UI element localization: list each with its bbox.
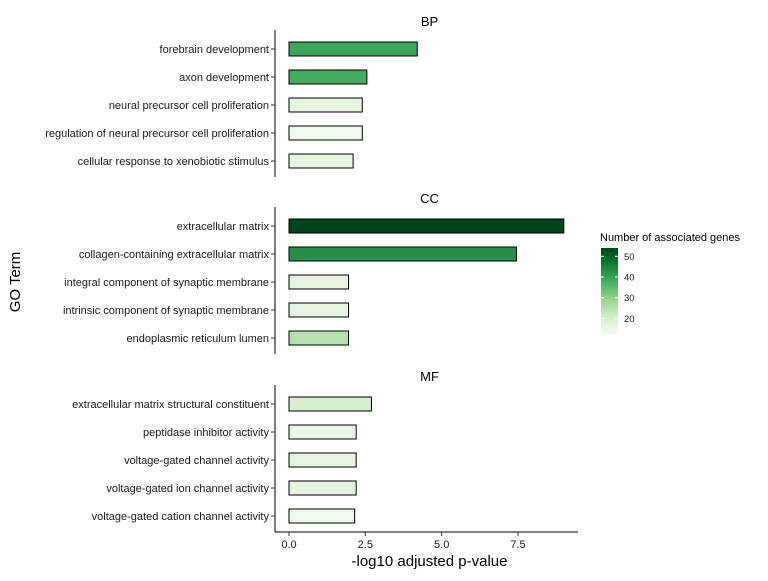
- bar: [288, 218, 565, 234]
- bar: [288, 246, 517, 262]
- legend-tick-label: 50: [624, 252, 635, 263]
- y-axis-title: GO Term: [7, 252, 24, 313]
- bar: [288, 274, 350, 290]
- panel-title: CC: [420, 191, 439, 206]
- bar: [288, 508, 356, 524]
- bar: [288, 153, 354, 169]
- legend-tick-label: 20: [624, 314, 635, 325]
- y-tick-label: extracellular matrix structural constitu…: [72, 399, 269, 411]
- panel-cc: CC extracellular matrix collagen-containin…: [63, 191, 565, 354]
- x-tick-label: 0.0: [281, 539, 296, 551]
- legend: Number of associated genes 20 30 40 50: [600, 232, 741, 335]
- x-axis-title: -log10 adjusted p-value: [352, 553, 508, 570]
- x-tick-label: 7.5: [510, 539, 525, 551]
- legend-colorbar: [601, 248, 618, 335]
- y-tick-label: intrinsic component of synaptic membrane: [63, 305, 269, 317]
- bar: [288, 452, 357, 468]
- y-tick-label: endoplasmic reticulum lumen: [127, 333, 269, 345]
- y-tick-label: collagen-containing extracellular matrix: [79, 249, 270, 261]
- y-tick-label: voltage-gated channel activity: [124, 455, 269, 467]
- bar: [288, 125, 363, 141]
- bar: [288, 480, 357, 496]
- panel-bp: BP forebrain development axon development n…: [45, 14, 438, 177]
- legend-tick-label: 40: [624, 273, 635, 284]
- panel-mf: MF extracellular matrix structural consti…: [72, 369, 439, 532]
- legend-title: Number of associated genes: [600, 232, 741, 244]
- bar: [288, 424, 357, 440]
- x-tick-label: 2.5: [358, 539, 373, 551]
- bar: [288, 302, 350, 318]
- bar: [288, 69, 368, 85]
- y-tick-label: voltage-gated ion channel activity: [106, 483, 269, 495]
- panel-title: BP: [421, 14, 438, 29]
- y-tick-label: forebrain development: [160, 44, 269, 56]
- y-tick-label: extracellular matrix: [177, 221, 270, 233]
- bar: [288, 97, 363, 113]
- x-tick-label: 5.0: [434, 539, 449, 551]
- y-tick-label: neural precursor cell proliferation: [109, 100, 269, 112]
- y-tick-label: peptidase inhibitor activity: [143, 427, 269, 439]
- bar: [288, 330, 350, 346]
- y-tick-label: regulation of neural precursor cell prol…: [45, 128, 269, 140]
- bar: [288, 41, 418, 57]
- y-tick-label: voltage-gated cation channel activity: [92, 511, 270, 523]
- y-tick-label: axon development: [179, 72, 269, 84]
- y-tick-label: integral component of synaptic membrane: [64, 277, 269, 289]
- legend-tick-label: 30: [624, 293, 635, 304]
- panel-title: MF: [420, 369, 439, 384]
- y-tick-label: cellular response to xenobiotic stimulus: [78, 156, 270, 168]
- bar: [288, 396, 372, 412]
